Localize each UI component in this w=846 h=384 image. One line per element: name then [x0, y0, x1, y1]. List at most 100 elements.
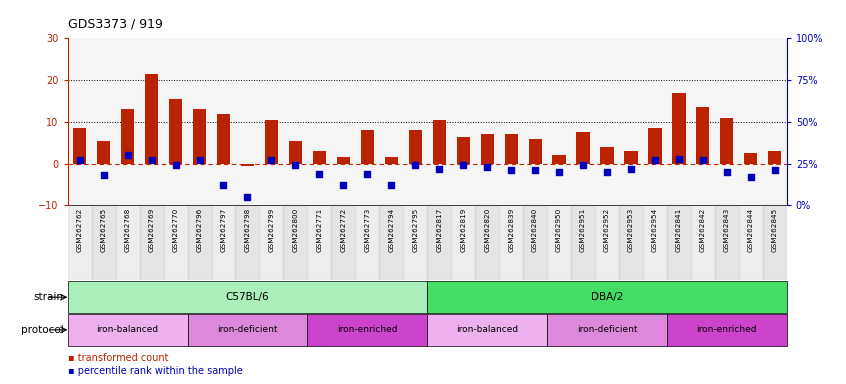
Point: [168, 162, 182, 169]
Bar: [235, 205, 260, 280]
Text: iron-deficient: iron-deficient: [217, 325, 277, 334]
Bar: [427, 281, 787, 313]
Point: [457, 162, 470, 169]
Text: GSM262765: GSM262765: [101, 208, 107, 252]
Bar: [715, 205, 739, 280]
Bar: [432, 120, 446, 164]
Text: GSM262768: GSM262768: [124, 208, 130, 252]
Text: GSM262762: GSM262762: [77, 208, 83, 252]
Point: [601, 169, 614, 175]
Bar: [379, 205, 404, 280]
Bar: [571, 205, 595, 280]
Point: [481, 164, 494, 170]
Text: iron-balanced: iron-balanced: [456, 325, 519, 334]
Bar: [576, 132, 590, 164]
Point: [360, 170, 374, 177]
Point: [145, 157, 158, 164]
Text: GSM262817: GSM262817: [437, 208, 442, 252]
Point: [240, 194, 254, 200]
Text: GSM262844: GSM262844: [748, 208, 754, 252]
Bar: [73, 128, 86, 164]
Text: GSM262798: GSM262798: [244, 208, 250, 252]
Point: [96, 172, 110, 179]
Point: [528, 167, 542, 174]
Bar: [260, 205, 283, 280]
Point: [576, 162, 590, 169]
Bar: [696, 107, 710, 164]
Point: [265, 157, 278, 164]
Text: GDS3373 / 919: GDS3373 / 919: [68, 18, 162, 31]
Point: [648, 157, 662, 164]
Bar: [332, 205, 355, 280]
Bar: [673, 93, 685, 164]
Bar: [529, 139, 541, 164]
Text: GSM262951: GSM262951: [580, 208, 586, 252]
Bar: [427, 314, 547, 346]
Point: [337, 182, 350, 189]
Text: ▪ transformed count: ▪ transformed count: [68, 353, 168, 363]
Bar: [601, 147, 613, 164]
Text: iron-enriched: iron-enriched: [337, 325, 398, 334]
Text: GSM262820: GSM262820: [484, 208, 490, 252]
Bar: [481, 134, 494, 164]
Bar: [313, 151, 326, 164]
Point: [288, 162, 302, 169]
Bar: [163, 205, 188, 280]
Bar: [91, 205, 116, 280]
Text: C57BL/6: C57BL/6: [226, 292, 269, 302]
Bar: [307, 314, 427, 346]
Bar: [265, 120, 278, 164]
Text: GSM262819: GSM262819: [460, 208, 466, 252]
Bar: [404, 205, 427, 280]
Text: GSM262772: GSM262772: [340, 208, 346, 252]
Bar: [188, 314, 307, 346]
Text: GSM262799: GSM262799: [268, 208, 274, 252]
Text: GSM262773: GSM262773: [365, 208, 371, 252]
Bar: [523, 205, 547, 280]
Point: [312, 170, 326, 177]
Text: GSM262839: GSM262839: [508, 208, 514, 252]
Bar: [68, 314, 188, 346]
Text: GSM262796: GSM262796: [196, 208, 202, 252]
Text: GSM262845: GSM262845: [772, 208, 777, 252]
Bar: [475, 205, 499, 280]
Text: GSM262952: GSM262952: [604, 208, 610, 252]
Point: [504, 167, 518, 174]
Bar: [552, 156, 566, 164]
Text: ▪ percentile rank within the sample: ▪ percentile rank within the sample: [68, 366, 243, 376]
Bar: [691, 205, 715, 280]
Point: [384, 182, 398, 189]
Point: [624, 166, 638, 172]
Bar: [768, 151, 782, 164]
Point: [672, 156, 685, 162]
Bar: [744, 153, 757, 164]
Bar: [619, 205, 643, 280]
Bar: [504, 134, 518, 164]
Text: GSM262797: GSM262797: [221, 208, 227, 252]
Text: protocol: protocol: [20, 325, 63, 335]
Bar: [643, 205, 667, 280]
Text: GSM262841: GSM262841: [676, 208, 682, 252]
Text: GSM262800: GSM262800: [293, 208, 299, 252]
Bar: [595, 205, 619, 280]
Text: DBA/2: DBA/2: [591, 292, 624, 302]
Point: [552, 169, 566, 175]
Bar: [145, 74, 158, 164]
Point: [193, 157, 206, 164]
Bar: [140, 205, 163, 280]
Bar: [427, 205, 451, 280]
Bar: [499, 205, 523, 280]
Point: [73, 157, 86, 164]
Text: iron-enriched: iron-enriched: [696, 325, 757, 334]
Point: [720, 169, 733, 175]
Bar: [169, 99, 182, 164]
Point: [409, 162, 422, 169]
Bar: [547, 205, 571, 280]
Point: [121, 152, 135, 159]
Bar: [288, 141, 302, 164]
Bar: [217, 114, 230, 164]
Text: GSM262950: GSM262950: [556, 208, 562, 252]
Bar: [68, 281, 427, 313]
Text: GSM262842: GSM262842: [700, 208, 706, 252]
Bar: [667, 314, 787, 346]
